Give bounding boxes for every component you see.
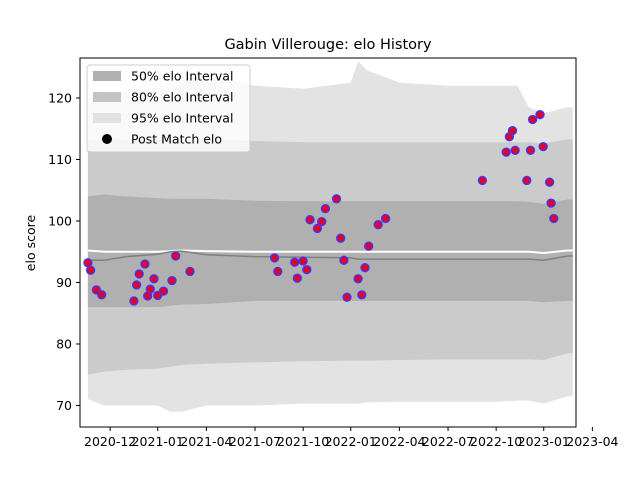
legend-label: 50% elo Interval [131,69,233,84]
x-tick-label: 2023-01 [518,434,570,449]
post-match-points [83,109,559,306]
y-tick-label: 110 [48,152,72,167]
data-point [546,198,556,208]
data-point [538,141,548,152]
y-axis-label: elo score [23,215,38,272]
data-point [510,145,520,155]
data-point [273,266,283,277]
y-tick-label: 100 [48,213,72,228]
data-point [373,220,383,230]
data-point [477,175,488,186]
data-point [501,147,511,157]
data-point [167,275,177,286]
chart-title: Gabin Villerouge: elo History [224,37,432,53]
data-point [302,264,312,275]
data-point [507,125,518,136]
legend-label: Post Match elo [131,132,222,147]
data-point [269,253,280,263]
data-point [331,194,342,204]
data-point [380,213,391,224]
data-point [317,216,327,227]
center-lines [87,249,573,262]
y-tick-label: 120 [48,90,72,105]
x-tick-label: 2021-04 [180,434,232,449]
x-axis-ticks: 2020-122021-012021-042021-072021-102022-… [84,427,619,449]
data-point [145,284,155,294]
y-tick-label: 90 [56,275,72,290]
x-tick-label: 2022-10 [470,434,522,449]
legend-box [86,64,251,153]
y-tick-label: 70 [56,398,72,413]
legend-label: 95% elo Interval [131,111,233,126]
data-point [290,257,300,267]
data-point [336,233,346,243]
data-point [292,273,302,283]
data-point [185,266,195,277]
data-point [158,286,169,296]
data-point [544,177,555,187]
data-point [320,204,331,214]
data-point [298,256,308,266]
data-point [535,109,545,120]
data-point [339,255,349,265]
data-point [129,296,139,306]
data-point [140,259,150,269]
x-tick-label: 2023-04 [566,434,618,449]
legend: 50% elo Interval 80% elo Interval 95% elo … [86,64,251,153]
legend-swatch [93,113,121,123]
data-point [342,292,352,302]
data-point [549,213,559,224]
data-point [522,175,532,186]
x-tick-label: 2021-07 [229,434,281,449]
x-tick-label: 2022-07 [422,434,474,449]
data-point [85,265,96,275]
median-line [87,249,573,255]
x-tick-label: 2022-04 [373,434,425,449]
data-point [364,241,374,251]
legend-label: 80% elo Interval [131,90,233,105]
y-tick-label: 80 [56,336,72,351]
x-tick-label: 2021-10 [277,434,329,449]
mean-line [87,250,573,262]
legend-swatch [93,92,121,102]
data-point [134,269,144,279]
data-point [97,290,107,300]
data-point [525,145,536,155]
legend-swatch [93,71,121,81]
y-axis-ticks: 70 80 90 100 110 120 [48,90,80,413]
data-point [357,290,367,300]
data-point [149,274,159,284]
x-tick-label: 2020-12 [84,434,136,449]
data-point [171,251,181,261]
plot-frame [79,57,577,428]
data-point [353,274,363,284]
data-point [312,223,323,234]
data-point [131,280,142,290]
x-tick-label: 2022-01 [325,434,377,449]
legend-marker [102,134,112,144]
data-point [360,263,370,273]
data-point [305,215,315,225]
data-point [527,114,538,125]
x-tick-label: 2021-01 [132,434,184,449]
